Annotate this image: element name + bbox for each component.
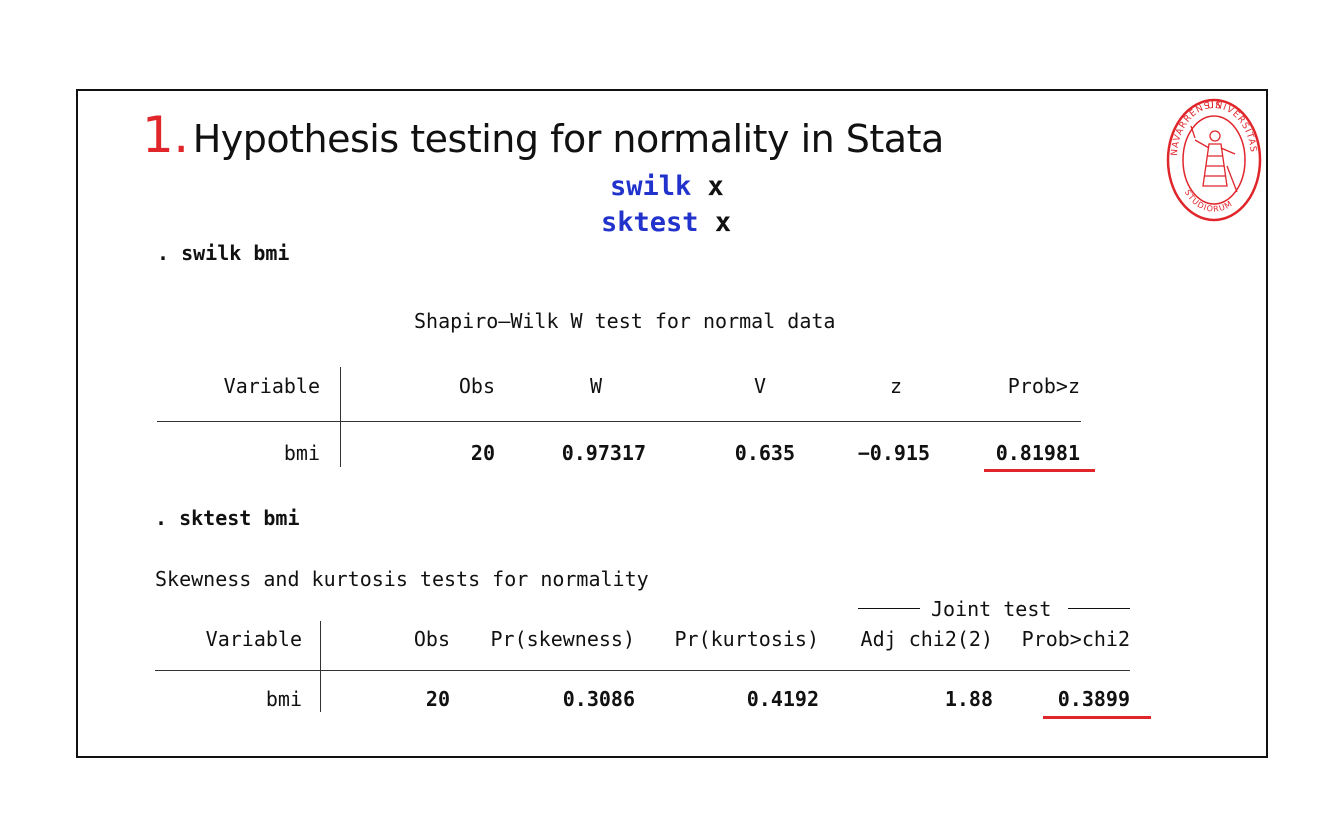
sktest-heading: Skewness and kurtosis tests for normalit…	[155, 567, 649, 591]
command-arg: x	[707, 171, 724, 202]
command-arg: x	[714, 207, 732, 238]
sktest-header-prob: Prob>chi2	[1021, 627, 1130, 651]
swilk-prob-underline	[984, 469, 1095, 472]
command-swilk: swilk x	[610, 171, 724, 202]
swilk-row-z: −0.915	[857, 441, 930, 465]
swilk-row-v: 0.635	[734, 441, 795, 465]
sktest-row-chi2: 1.88	[944, 687, 993, 711]
sktest-vertical-rule	[320, 621, 321, 712]
svg-text:UNIVERSITAS: UNIVERSITAS	[1207, 101, 1258, 154]
slide-frame	[76, 89, 1268, 758]
swilk-header-z: z	[889, 374, 903, 398]
command-sktest: sktest x	[601, 207, 731, 238]
sktest-header-variable: Variable	[205, 627, 302, 651]
sktest-row-obs: 20	[425, 687, 450, 711]
swilk-header-obs: Obs	[458, 374, 495, 398]
seal-text-bottom: STUDIORUM	[1183, 188, 1234, 214]
swilk-header-w: W	[589, 374, 603, 398]
joint-test-rule-right	[1068, 608, 1130, 609]
swilk-row-prob: 0.81981	[995, 441, 1080, 465]
sktest-prob-underline	[1043, 716, 1151, 719]
sktest-command-line: . sktest bmi	[155, 506, 300, 530]
swilk-row-obs: 20	[470, 441, 495, 465]
sktest-header-kurt: Pr(kurtosis)	[674, 627, 820, 651]
svg-text:STUDIORUM: STUDIORUM	[1183, 188, 1235, 214]
sktest-row-skew: 0.3086	[562, 687, 635, 711]
slide-title-text: Hypothesis testing for normality in Stat…	[192, 117, 945, 161]
command-keyword: sktest	[601, 207, 699, 238]
sktest-row-variable: bmi	[265, 687, 302, 711]
slide-title: 1. Hypothesis testing for normality in St…	[142, 106, 944, 164]
swilk-heading: Shapiro–Wilk W test for normal data	[414, 309, 836, 333]
seal-text-top: UNIVERSITAS	[1207, 101, 1257, 154]
swilk-command-line: . swilk bmi	[157, 241, 290, 265]
sktest-joint-label: Joint test	[931, 597, 1052, 621]
sktest-row-prob: 0.3899	[1057, 687, 1130, 711]
slide-number: 1.	[142, 106, 189, 164]
swilk-vertical-rule	[340, 367, 341, 467]
swilk-header-variable: Variable	[223, 374, 320, 398]
university-seal-icon: NAVARRENSIS UNIVERSITAS STUDIORUM	[1166, 98, 1262, 222]
swilk-header-v: V	[753, 374, 767, 398]
sktest-horizontal-rule	[155, 670, 1130, 671]
swilk-header-prob: Prob>z	[1007, 374, 1080, 398]
sktest-header-skew: Pr(skewness)	[490, 627, 636, 651]
swilk-row-w: 0.97317	[561, 441, 646, 465]
sktest-header-obs: Obs	[413, 627, 450, 651]
sktest-row-kurt: 0.4192	[746, 687, 819, 711]
command-keyword: swilk	[610, 171, 692, 202]
joint-test-rule-left	[858, 608, 920, 609]
swilk-horizontal-rule	[157, 421, 1081, 422]
swilk-row-variable: bmi	[283, 441, 320, 465]
sktest-header-chi2: Adj chi2(2)	[860, 627, 993, 651]
